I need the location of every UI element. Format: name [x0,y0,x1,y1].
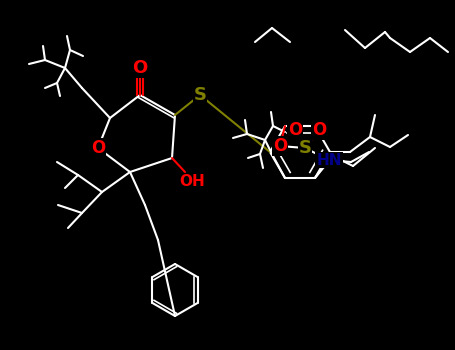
Text: S: S [298,139,312,157]
Text: O: O [273,137,287,155]
Text: HN: HN [316,153,342,168]
Text: O: O [312,121,326,139]
Text: O: O [91,139,105,157]
Text: OH: OH [179,175,205,189]
Text: O: O [132,59,147,77]
Text: O: O [288,121,302,139]
Text: S: S [193,86,207,104]
